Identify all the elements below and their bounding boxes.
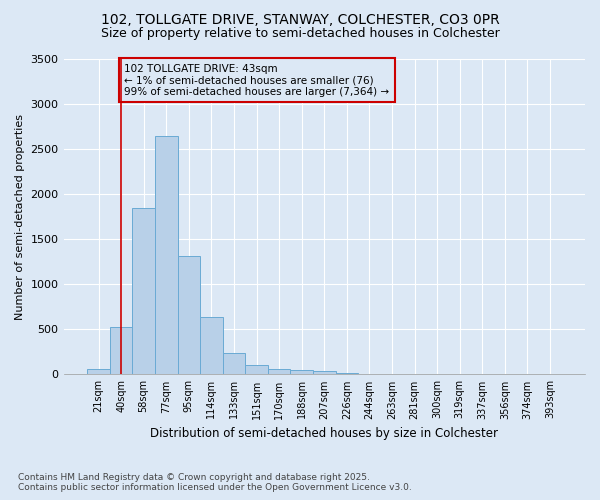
- Bar: [87, 368, 110, 374]
- Bar: [178, 256, 200, 374]
- Text: 102, TOLLGATE DRIVE, STANWAY, COLCHESTER, CO3 0PR: 102, TOLLGATE DRIVE, STANWAY, COLCHESTER…: [101, 12, 499, 26]
- Text: 102 TOLLGATE DRIVE: 43sqm
← 1% of semi-detached houses are smaller (76)
99% of s: 102 TOLLGATE DRIVE: 43sqm ← 1% of semi-d…: [124, 64, 389, 96]
- Bar: [110, 326, 133, 374]
- Bar: [268, 369, 290, 374]
- Bar: [245, 365, 268, 374]
- Bar: [290, 370, 313, 374]
- Text: Contains HM Land Registry data © Crown copyright and database right 2025.
Contai: Contains HM Land Registry data © Crown c…: [18, 473, 412, 492]
- Bar: [335, 372, 358, 374]
- X-axis label: Distribution of semi-detached houses by size in Colchester: Distribution of semi-detached houses by …: [150, 427, 498, 440]
- Bar: [133, 208, 155, 374]
- Y-axis label: Number of semi-detached properties: Number of semi-detached properties: [15, 114, 25, 320]
- Bar: [155, 136, 178, 374]
- Bar: [313, 372, 335, 374]
- Bar: [223, 353, 245, 374]
- Bar: [200, 317, 223, 374]
- Text: Size of property relative to semi-detached houses in Colchester: Size of property relative to semi-detach…: [101, 28, 499, 40]
